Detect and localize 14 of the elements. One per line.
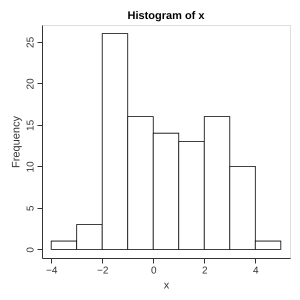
x-tick-label: 2 <box>202 266 208 276</box>
y-tick-label: 15 <box>26 119 36 131</box>
x-tick-label: 0 <box>150 266 157 276</box>
x-axis-title: x <box>164 280 170 292</box>
y-tick-label: 5 <box>26 205 36 212</box>
x-tick-label: 4 <box>253 266 260 276</box>
x-tick-label: −2 <box>97 266 109 276</box>
chart-title: Histogram of x <box>127 10 206 22</box>
x-tick-label: −4 <box>46 266 58 276</box>
y-tick-label: 25 <box>26 36 36 48</box>
y-tick-label: 0 <box>26 246 36 253</box>
y-tick-label: 10 <box>26 160 36 172</box>
y-axis-title: Frequency <box>10 116 22 168</box>
y-tick-label: 20 <box>26 78 36 90</box>
